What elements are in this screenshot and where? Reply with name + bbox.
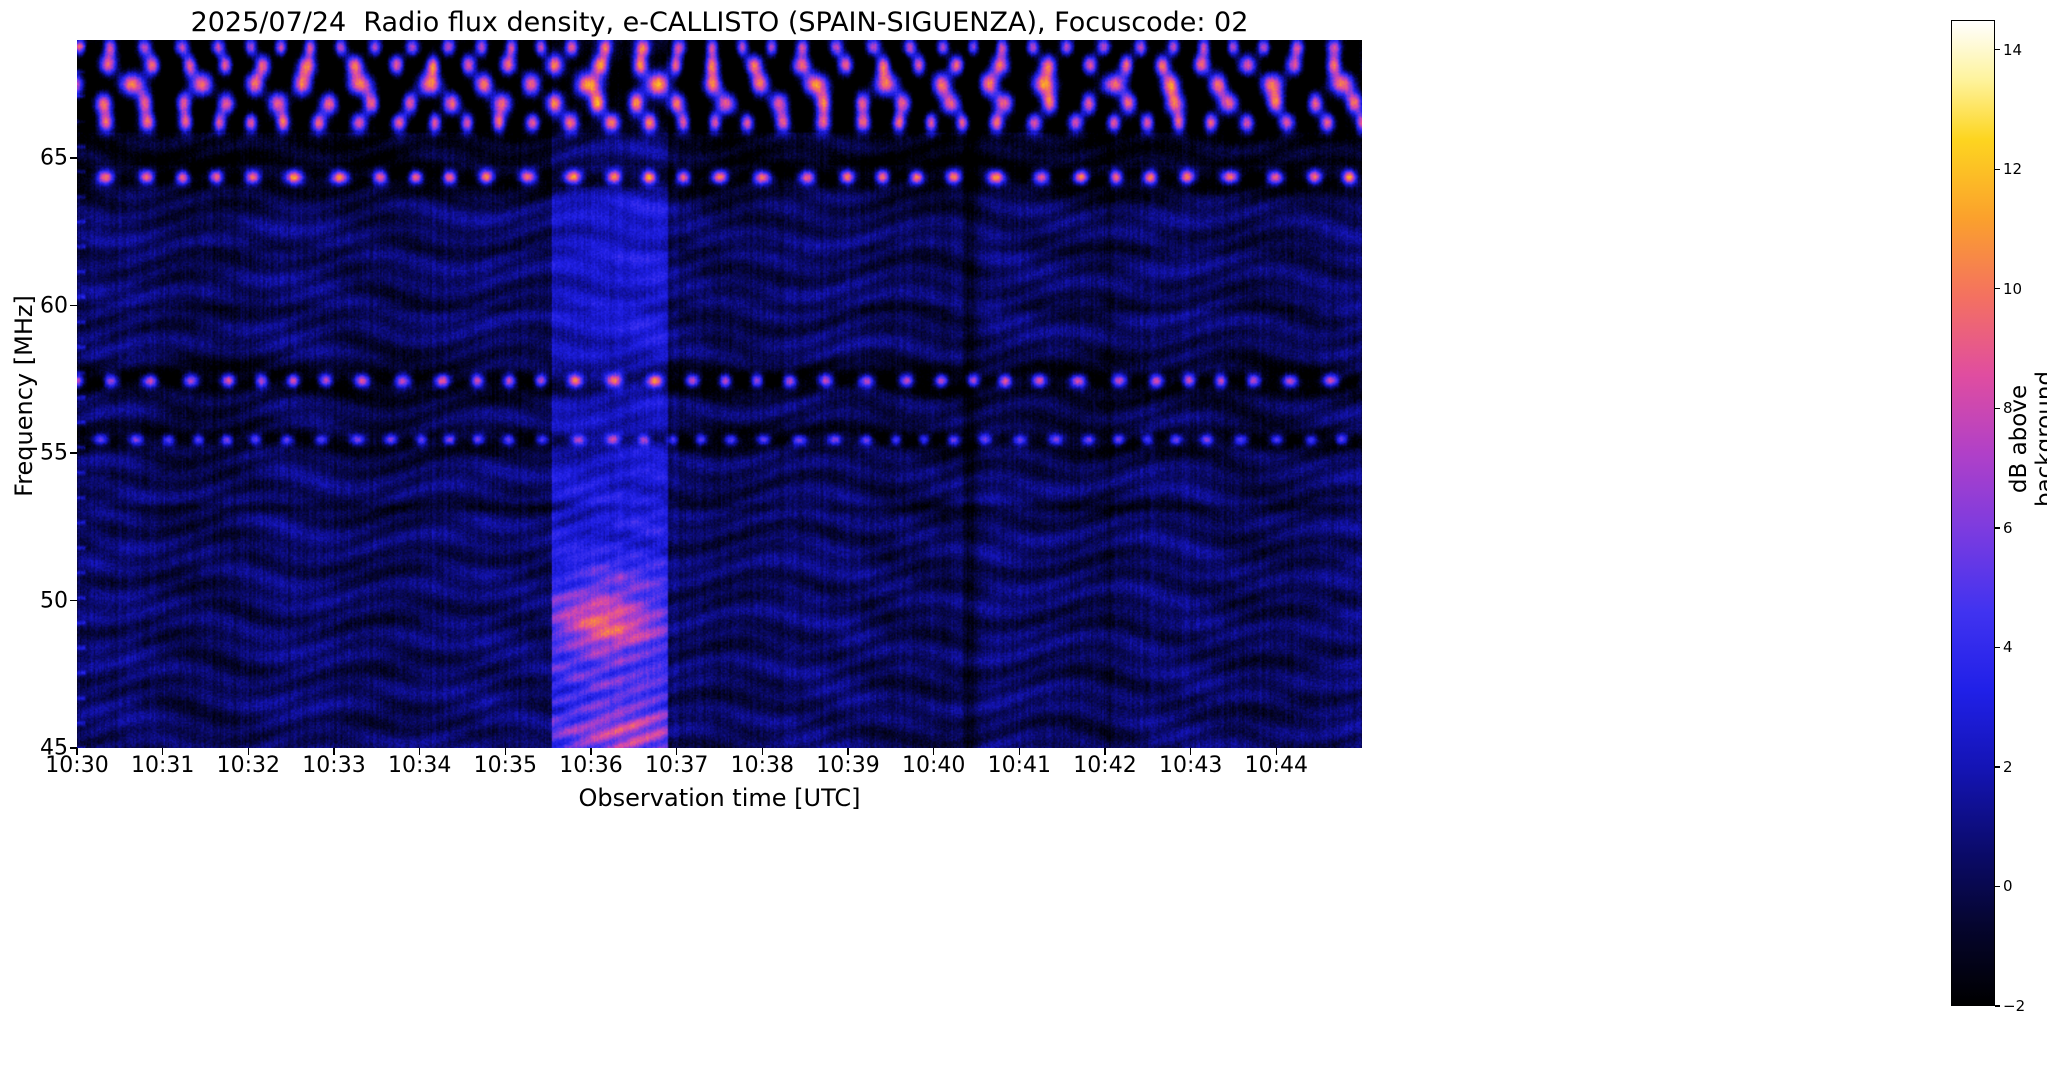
x-tick-mark	[1018, 748, 1021, 755]
x-tick-label: 10:35	[473, 753, 538, 778]
y-tick-mark	[70, 304, 77, 307]
x-tick-label: 10:31	[130, 753, 195, 778]
y-tick-label: 45	[40, 735, 68, 761]
y-tick-label: 50	[40, 588, 68, 613]
colorbar-tick-label: 0	[2003, 877, 2013, 896]
colorbar-tick-label: 6	[2003, 518, 2013, 537]
spectrogram-canvas	[77, 40, 1362, 748]
x-tick-label: 10:38	[730, 753, 795, 778]
x-tick-mark	[761, 748, 764, 755]
x-tick-mark	[161, 748, 164, 755]
x-tick-mark	[76, 748, 78, 755]
colorbar-tick-label: 10	[2003, 279, 2023, 298]
x-tick-mark	[1104, 748, 1106, 755]
colorbar-tick-mark	[1995, 646, 2000, 649]
colorbar-tick-label: 4	[2003, 638, 2013, 657]
colorbar-tick-label: 14	[2003, 40, 2023, 59]
x-tick-mark	[590, 748, 592, 755]
x-tick-label: 10:34	[387, 753, 452, 778]
chart-title: 2025/07/24 Radio flux density, e-CALLIST…	[190, 7, 1249, 38]
x-tick-mark	[1275, 748, 1278, 755]
x-tick-label: 10:36	[559, 753, 623, 778]
x-tick-mark	[1189, 748, 1192, 755]
colorbar-tick-label: 2	[2003, 757, 2013, 776]
colorbar-tick-mark	[1995, 885, 2000, 888]
x-tick-label: 10:43	[1158, 753, 1223, 778]
x-tick-mark	[932, 748, 935, 755]
y-tick-mark	[70, 747, 77, 749]
colorbar-tick-label: 8	[2003, 399, 2013, 418]
x-tick-mark	[333, 748, 335, 755]
x-tick-label: 10:41	[987, 753, 1052, 778]
colorbar-tick-mark	[1995, 527, 2000, 529]
colorbar-tick-mark	[1995, 407, 2000, 409]
x-tick-label: 10:40	[901, 753, 966, 778]
colorbar-tick-mark	[1995, 288, 2000, 290]
x-tick-mark	[418, 748, 421, 755]
x-tick-label: 10:39	[816, 753, 880, 778]
x-tick-mark	[675, 748, 678, 755]
y-tick-mark	[70, 157, 77, 159]
colorbar-tick-mark	[1995, 49, 2000, 51]
y-tick-label: 60	[40, 293, 68, 318]
plot-area	[77, 40, 1362, 748]
x-axis-label: Observation time [UTC]	[578, 784, 861, 812]
colorbar-tick-label: 12	[2003, 160, 2023, 179]
y-tick-mark	[70, 452, 77, 454]
colorbar-label: dB above background	[2006, 370, 2047, 508]
x-tick-label: 10:30	[45, 753, 109, 778]
x-tick-label: 10:42	[1073, 753, 1137, 778]
colorbar-tick-mark	[1995, 1005, 2000, 1007]
colorbar-tick-mark	[1995, 168, 2000, 170]
y-tick-mark	[70, 599, 77, 602]
x-tick-label: 10:33	[302, 753, 366, 778]
x-tick-label: 10:32	[216, 753, 281, 778]
x-tick-label: 10:37	[644, 753, 709, 778]
colorbar-tick-mark	[1995, 766, 2000, 768]
x-tick-mark	[847, 748, 849, 755]
y-tick-label: 65	[40, 145, 68, 171]
x-tick-mark	[247, 748, 250, 755]
colorbar-tick-label: −2	[2003, 997, 2026, 1015]
y-axis-label: Frequency [MHz]	[10, 295, 38, 497]
x-tick-mark	[504, 748, 507, 755]
colorbar	[1951, 20, 1995, 1006]
y-tick-label: 55	[40, 440, 68, 466]
x-tick-label: 10:44	[1244, 753, 1309, 778]
